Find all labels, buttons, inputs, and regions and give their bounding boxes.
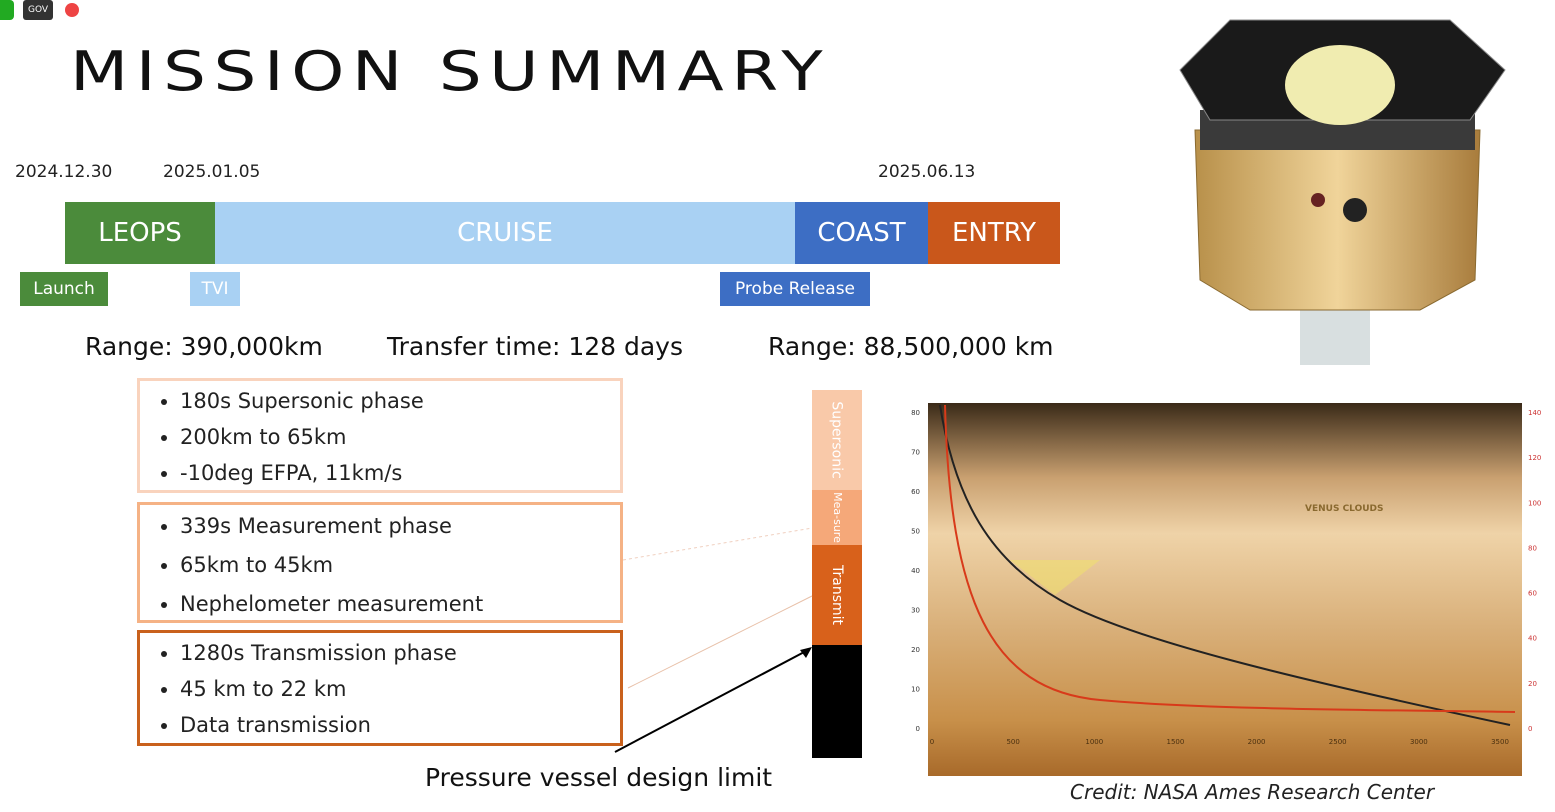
phase-column: Transmit <box>812 545 862 645</box>
caption: Pressure vessel design limit <box>425 763 773 792</box>
phase-box: 1280s Transmission phase 45 km to 22 km … <box>137 630 623 746</box>
altitude-tick-label: 30 <box>911 607 920 615</box>
bullet: Nephelometer measurement <box>180 585 620 624</box>
event-tag: Launch <box>20 272 108 306</box>
bullet: Data transmission <box>180 707 620 743</box>
icon <box>0 0 14 20</box>
time-tick-label: 0 <box>930 738 934 746</box>
arrowhead <box>800 647 812 658</box>
phase-bar: COAST <box>795 202 928 264</box>
bullet: 65km to 45km <box>180 546 620 585</box>
altitude-tick-label: 10 <box>911 686 920 694</box>
phase-bar: LEOPS <box>65 202 215 264</box>
beam <box>1010 560 1100 595</box>
velocity-tick-label: 100 <box>1528 499 1541 507</box>
date: 2025.06.13 <box>878 162 976 182</box>
bullet: -10deg EFPA, 11km/s <box>180 455 620 491</box>
altitude-curve <box>939 404 1511 726</box>
slide-title: MISSION SUMMARY <box>70 40 831 103</box>
phase-column: Mea-sure <box>812 490 862 545</box>
body <box>1194 129 1481 311</box>
altitude-tick-label: 40 <box>911 567 920 575</box>
bullet-list: 339s Measurement phase 65km to 45km Neph… <box>152 507 620 624</box>
bullet-list: 1280s Transmission phase 45 km to 22 km … <box>152 635 620 743</box>
phase-box: 180s Supersonic phase 200km to 65km -10d… <box>137 378 623 493</box>
bullet: 45 km to 22 km <box>180 671 620 707</box>
connector <box>622 527 813 561</box>
time-tick-label: 2500 <box>1329 738 1347 746</box>
date: 2024.12.30 <box>15 162 113 182</box>
spacecraft <box>1179 19 1506 365</box>
altitude-tick-label: 70 <box>911 449 920 457</box>
bullet-list: 180s Supersonic phase 200km to 65km -10d… <box>152 383 620 491</box>
velocity-curve <box>944 404 1516 713</box>
velocity-tick-label: 80 <box>1528 544 1537 552</box>
bullet: 180s Supersonic phase <box>180 383 620 419</box>
badge: GOV <box>23 0 53 20</box>
arrow <box>614 649 809 753</box>
phase-bar: CRUISE <box>215 202 795 264</box>
bullet: 1280s Transmission phase <box>180 635 620 671</box>
time-tick-label: 1000 <box>1085 738 1103 746</box>
bullet: 200km to 65km <box>180 419 620 455</box>
port <box>1343 198 1367 222</box>
velocity-tick-label: 140 <box>1528 409 1541 417</box>
phase-column: Supersonic <box>812 390 862 490</box>
descent-plot: VENUS CLOUDS 807060504030201001401201008… <box>868 378 1541 776</box>
altitude-tick-label: 20 <box>911 646 920 654</box>
velocity-tick-label: 60 <box>1528 590 1537 598</box>
axis-panel <box>868 378 928 738</box>
dome <box>1285 45 1395 125</box>
phase-column <box>812 645 862 758</box>
time-tick-label: 2000 <box>1248 738 1266 746</box>
altitude-tick-label: 0 <box>916 725 920 733</box>
time-tick-label: 3000 <box>1410 738 1428 746</box>
connector <box>627 595 813 689</box>
phase-box: 339s Measurement phase 65km to 45km Neph… <box>137 502 623 623</box>
plot-background <box>928 403 1522 776</box>
velocity-tick-label: 20 <box>1528 680 1537 688</box>
time-tick-label: 3500 <box>1491 738 1509 746</box>
event-tag: TVI <box>190 272 240 306</box>
record-icon <box>65 3 79 17</box>
event-tag: Probe Release <box>720 272 870 306</box>
stat: Range: 390,000km <box>85 332 323 361</box>
port <box>1311 193 1325 207</box>
altitude-tick-label: 50 <box>911 528 920 536</box>
altitude-tick-label: 80 <box>911 409 920 417</box>
velocity-tick-label: 120 <box>1528 454 1541 462</box>
cloud-label: VENUS CLOUDS <box>1305 504 1384 514</box>
credit: Credit: NASA Ames Research Center <box>1070 780 1435 804</box>
phase-bar: ENTRY <box>928 202 1060 264</box>
altitude-tick-label: 60 <box>911 488 920 496</box>
date: 2025.01.05 <box>163 162 261 182</box>
time-tick-label: 500 <box>1006 738 1019 746</box>
nozzle <box>1300 310 1370 365</box>
stat: Transfer time: 128 days <box>387 332 683 361</box>
bullet: 339s Measurement phase <box>180 507 620 546</box>
velocity-tick-label: 0 <box>1528 725 1532 733</box>
stat: Range: 88,500,000 km <box>768 332 1054 361</box>
time-tick-label: 1500 <box>1167 738 1185 746</box>
velocity-tick-label: 40 <box>1528 635 1537 643</box>
